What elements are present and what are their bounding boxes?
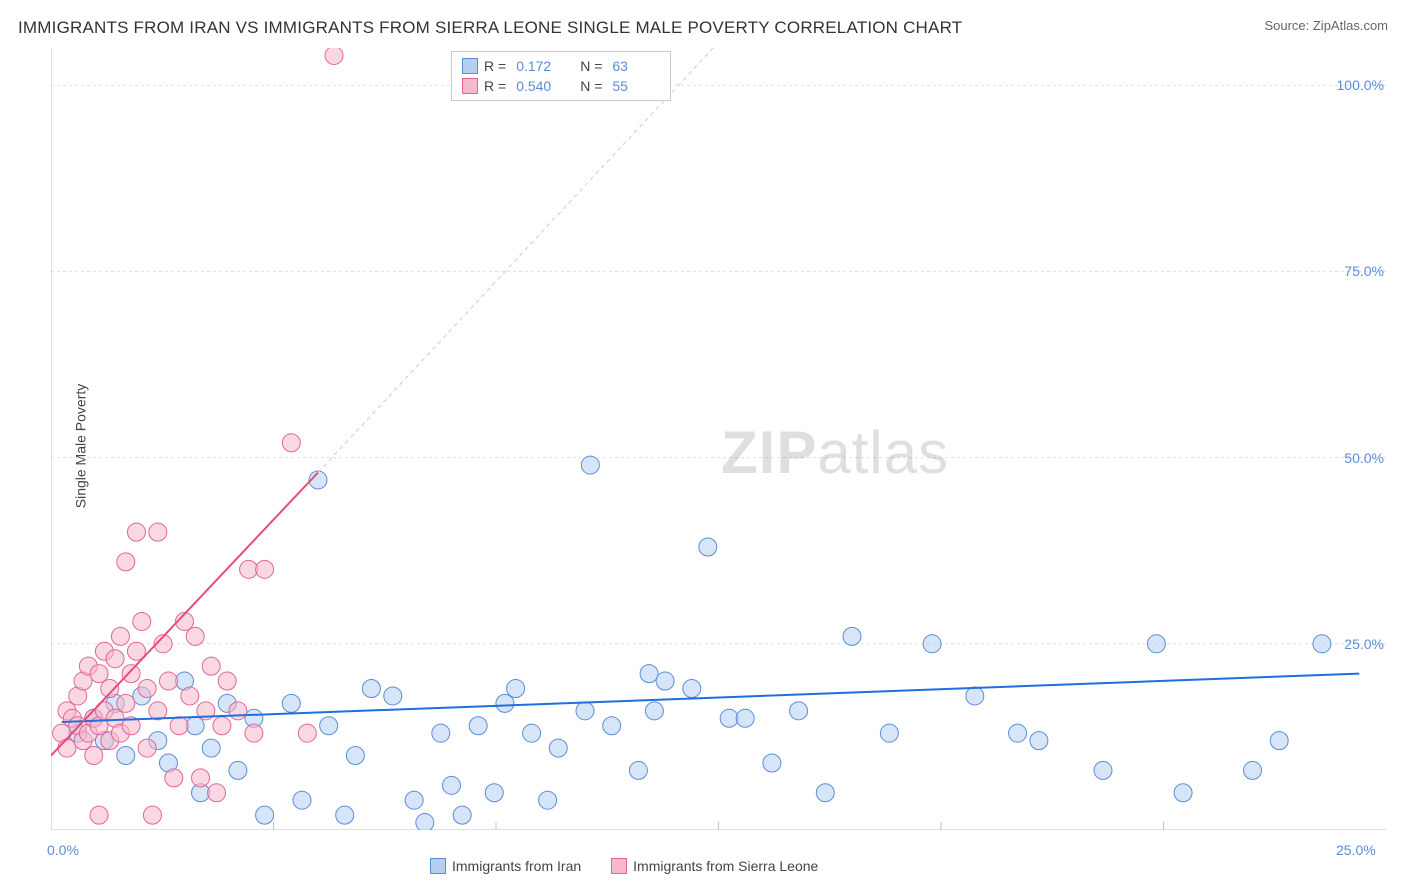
legend-label: Immigrants from Sierra Leone: [633, 858, 818, 874]
x-tick-label: 0.0%: [47, 842, 79, 858]
series-legend: Immigrants from Iran Immigrants from Sier…: [430, 858, 818, 874]
legend-label: N =: [580, 58, 602, 74]
y-tick-label: 50.0%: [1344, 450, 1384, 466]
legend-item: Immigrants from Sierra Leone: [611, 858, 818, 874]
y-tick-label: 25.0%: [1344, 636, 1384, 652]
chart-title: IMMIGRANTS FROM IRAN VS IMMIGRANTS FROM …: [18, 18, 962, 38]
legend-value: 55: [612, 78, 660, 94]
legend-swatch: [462, 78, 478, 94]
legend-row: R = 0.172 N = 63: [462, 56, 660, 76]
legend-swatch: [430, 858, 446, 874]
chart-container: IMMIGRANTS FROM IRAN VS IMMIGRANTS FROM …: [0, 0, 1406, 892]
legend-swatch: [462, 58, 478, 74]
legend-row: R = 0.540 N = 55: [462, 76, 660, 96]
legend-value: 0.540: [516, 78, 564, 94]
scatter-plot-svg: [51, 48, 1386, 830]
correlation-legend: R = 0.172 N = 63 R = 0.540 N = 55: [451, 51, 671, 101]
legend-item: Immigrants from Iran: [430, 858, 581, 874]
y-tick-label: 75.0%: [1344, 263, 1384, 279]
legend-value: 0.172: [516, 58, 564, 74]
legend-value: 63: [612, 58, 660, 74]
legend-label: R =: [484, 58, 506, 74]
source-label: Source: ZipAtlas.com: [1264, 18, 1388, 33]
legend-swatch: [611, 858, 627, 874]
y-tick-label: 100.0%: [1337, 77, 1384, 93]
legend-label: N =: [580, 78, 602, 94]
legend-label: R =: [484, 78, 506, 94]
plot-area: ZIPatlas R =0.172N =63R =0.540N =55: [51, 48, 1386, 830]
x-tick-label: 25.0%: [1336, 842, 1376, 858]
legend-label: Immigrants from Iran: [452, 858, 581, 874]
